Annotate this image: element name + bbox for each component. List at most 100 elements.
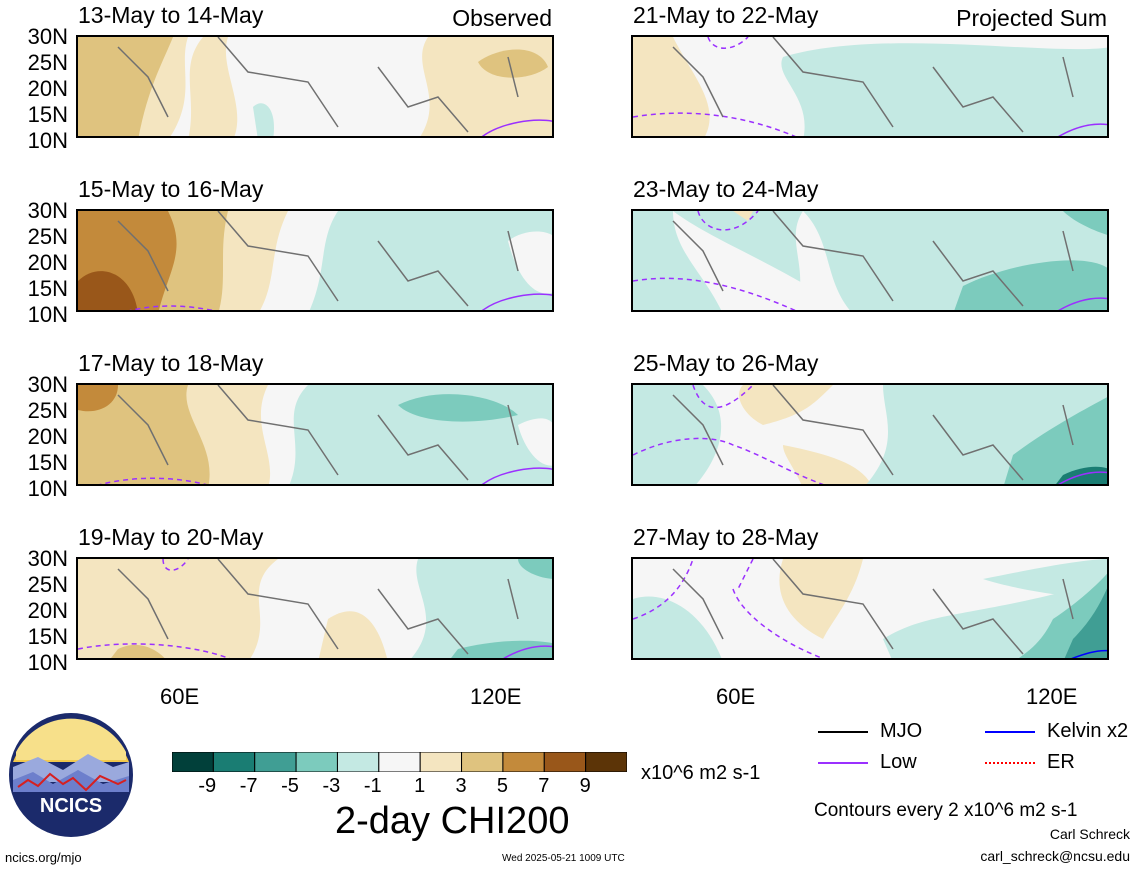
panel-25-may: 25-May to 26-May	[631, 348, 1109, 486]
colorbar	[172, 752, 627, 772]
y-tick: 30N	[27, 198, 68, 223]
map-frame	[631, 209, 1109, 312]
colorbar-tick: -1	[363, 775, 382, 797]
legend-mjo: MJO	[818, 720, 922, 743]
panel-15-may: 15-May to 16-May	[76, 174, 554, 312]
colorbar-units: x10^6 m2 s-1	[641, 762, 761, 784]
colorbar-tick: 7	[538, 775, 550, 797]
map-frame	[76, 35, 554, 138]
colorbar-swatch	[585, 752, 627, 772]
map-frame	[631, 35, 1109, 138]
y-tick: 10N	[27, 302, 68, 327]
map-frame	[76, 557, 554, 660]
colorbar-swatch	[378, 752, 421, 772]
colorbar-tick: -9	[198, 775, 217, 797]
timestamp: Wed 2025-05-21 1009 UTC	[502, 853, 625, 864]
map-anomaly	[78, 211, 552, 310]
y-tick: 20N	[27, 424, 68, 449]
x-tick: 60E	[160, 684, 200, 709]
legend-label: Low	[880, 751, 917, 773]
legend-label: ER	[1047, 751, 1075, 773]
panel-21-may: 21-May to 22-May Projected Sum	[631, 0, 1109, 138]
contour-note: Contours every 2 x10^6 m2 s-1	[814, 800, 1078, 821]
y-tick: 25N	[27, 224, 68, 249]
y-tick: 25N	[27, 50, 68, 75]
map-frame	[76, 209, 554, 312]
site-url: ncics.org/mjo	[5, 850, 82, 865]
panel-title: 21-May to 22-May	[633, 2, 819, 28]
map-anomaly	[633, 37, 1107, 136]
legend-er: ER	[985, 751, 1075, 774]
colorbar-tick: -3	[322, 775, 341, 797]
y-tick: 20N	[27, 598, 68, 623]
y-tick: 30N	[27, 372, 68, 397]
x-tick: 120E	[1026, 684, 1078, 709]
colorbar-tick: 5	[496, 775, 509, 797]
y-tick: 10N	[27, 476, 68, 501]
panel-title: 17-May to 18-May	[78, 350, 264, 376]
legend-line-mjo	[818, 730, 868, 733]
y-tick: 10N	[27, 650, 68, 675]
logo-text: NCICS	[40, 795, 102, 817]
legend-line-kelvin	[985, 730, 1035, 733]
legend-kelvin: Kelvin x2	[985, 720, 1128, 743]
y-tick: 25N	[27, 398, 68, 423]
map-frame	[631, 383, 1109, 486]
colorbar-tick: 3	[455, 775, 467, 797]
panel-title: 13-May to 14-May	[78, 2, 264, 28]
map-anomaly	[78, 37, 552, 136]
colorbar-tick: 1	[414, 775, 426, 797]
colorbar-swatch	[543, 752, 587, 772]
panel-tag-projected: Projected Sum	[956, 5, 1107, 31]
panel-17-may: 17-May to 18-May	[76, 348, 554, 486]
y-tick: 15N	[27, 450, 68, 475]
y-tick: 10N	[27, 128, 68, 153]
colorbar-tick: -7	[239, 775, 258, 797]
y-tick: 15N	[27, 624, 68, 649]
y-tick: 20N	[27, 250, 68, 275]
panel-title: 27-May to 28-May	[633, 524, 819, 550]
colorbar-swatch	[419, 752, 463, 772]
panel-title: 23-May to 24-May	[633, 176, 819, 202]
legend-line-low	[818, 761, 868, 764]
y-tick: 30N	[27, 546, 68, 571]
colorbar-swatch	[254, 752, 297, 772]
variable-title: 2-day CHI200	[335, 800, 570, 842]
map-anomaly	[78, 559, 552, 658]
colorbar-tick: -5	[281, 775, 299, 797]
author-name: Carl Schreck	[1049, 826, 1130, 842]
panel-tag-observed: Observed	[452, 5, 552, 31]
map-anomaly	[633, 211, 1107, 310]
colorbar-swatch	[172, 752, 214, 772]
legend-low: Low	[818, 751, 917, 774]
map-anomaly	[78, 385, 552, 484]
panel-title: 19-May to 20-May	[78, 524, 264, 550]
x-tick: 60E	[716, 684, 756, 709]
author-email: carl_schreck@ncsu.edu	[980, 848, 1130, 864]
y-tick: 30N	[27, 24, 68, 49]
map-frame	[76, 383, 554, 486]
y-tick: 25N	[27, 572, 68, 597]
legend-label: Kelvin x2	[1047, 720, 1129, 742]
map-anomaly	[633, 559, 1107, 658]
colorbar-swatch	[502, 752, 545, 772]
colorbar-tick: 9	[579, 775, 591, 797]
x-tick: 120E	[470, 684, 522, 709]
ncics-logo: NCICS	[9, 713, 133, 837]
y-tick: 20N	[27, 76, 68, 101]
colorbar-swatch	[336, 752, 380, 772]
panel-23-may: 23-May to 24-May	[631, 174, 1109, 312]
legend-label: MJO	[880, 720, 923, 742]
colorbar-swatch	[461, 752, 504, 772]
colorbar-swatch	[212, 752, 256, 772]
y-tick: 15N	[27, 102, 68, 127]
colorbar-swatch	[295, 752, 338, 772]
panel-title: 15-May to 16-May	[78, 176, 264, 202]
y-tick: 15N	[27, 276, 68, 301]
panel-13-may: 13-May to 14-May Observed	[76, 0, 554, 138]
panel-19-may: 19-May to 20-May	[76, 522, 554, 660]
panel-title: 25-May to 26-May	[633, 350, 819, 376]
map-frame	[631, 557, 1109, 660]
legend-line-er	[985, 761, 1035, 764]
